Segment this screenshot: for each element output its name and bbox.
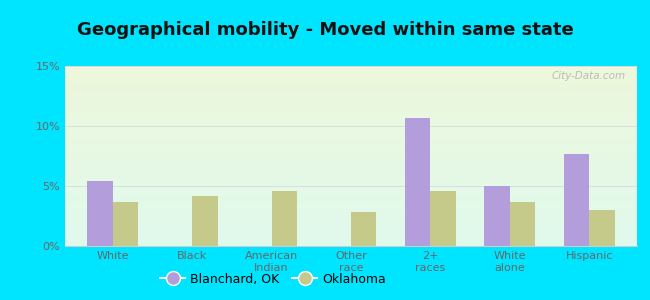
Bar [510,202,536,246]
Bar [272,191,297,246]
Bar [192,196,218,246]
Legend: Blanchard, OK, Oklahoma: Blanchard, OK, Oklahoma [155,268,391,291]
Bar [405,118,430,246]
Bar [87,181,112,246]
Bar [590,210,615,246]
Text: City-Data.com: City-Data.com [551,71,625,81]
Bar [564,154,590,246]
Bar [484,186,510,246]
Bar [351,212,376,246]
Bar [430,191,456,246]
Text: Geographical mobility - Moved within same state: Geographical mobility - Moved within sam… [77,21,573,39]
Bar [112,202,138,246]
